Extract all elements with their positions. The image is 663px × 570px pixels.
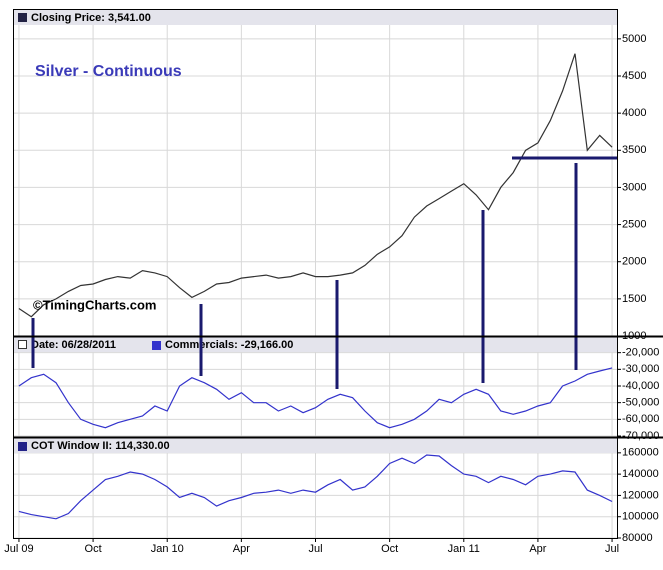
y-tick-label: 80000 <box>622 532 653 544</box>
y-tick-label: 3500 <box>622 144 646 156</box>
y-tick-label: 2000 <box>622 256 646 268</box>
legend-label: Closing Price: 3,541.00 <box>31 12 151 24</box>
y-tick-label: -30,000 <box>622 363 659 375</box>
x-tick-label: Apr <box>529 543 546 555</box>
y-tick-label: -20,000 <box>622 347 659 359</box>
header-bar <box>14 438 617 453</box>
legend-label: COT Window II: 114,330.00 <box>31 440 170 452</box>
x-tick-label: Jul 09 <box>4 543 33 555</box>
legend-swatch <box>18 13 27 22</box>
y-tick-label: 5000 <box>622 33 646 45</box>
series-line <box>18 454 613 520</box>
y-tick-label: -60,000 <box>622 413 659 425</box>
legend-swatch <box>18 442 27 451</box>
y-tick-label: 3000 <box>622 181 646 193</box>
y-tick-label: 4500 <box>622 70 646 82</box>
x-tick-label: Jul <box>605 543 619 555</box>
y-tick-label: 120000 <box>622 489 659 501</box>
x-tick-label: Oct <box>85 543 102 555</box>
y-tick-label: -50,000 <box>622 397 659 409</box>
header-bar <box>14 337 617 352</box>
y-tick-label: 140000 <box>622 468 659 480</box>
x-tick-label: Jan 11 <box>448 543 480 555</box>
series-line <box>18 367 613 429</box>
y-tick-label: 1500 <box>622 293 646 305</box>
y-tick-label: 100000 <box>622 511 659 523</box>
legend-swatch <box>18 340 27 349</box>
y-tick-label: -40,000 <box>622 380 659 392</box>
y-tick-label: 2500 <box>622 218 646 230</box>
series-layer <box>18 53 613 520</box>
y-tick-label: 1000 <box>622 330 646 342</box>
date-label: Date: 06/28/2011 <box>31 339 116 351</box>
x-tick-label: Jan 10 <box>151 543 184 555</box>
x-tick-label: Jul <box>308 543 322 555</box>
y-tick-label: 160000 <box>622 447 659 459</box>
series-line <box>18 53 613 318</box>
y-tick-label: -70,000 <box>622 430 659 442</box>
x-tick-label: Apr <box>233 543 250 555</box>
chart-title: Silver - Continuous <box>35 63 182 80</box>
watermark: ©TimingCharts.com <box>33 297 156 312</box>
y-tick-label: 4000 <box>622 107 646 119</box>
legend-label: Commercials: -29,166.00 <box>165 339 293 351</box>
header-bar <box>14 10 617 25</box>
x-tick-label: Oct <box>381 543 398 555</box>
legend-swatch <box>152 341 161 350</box>
